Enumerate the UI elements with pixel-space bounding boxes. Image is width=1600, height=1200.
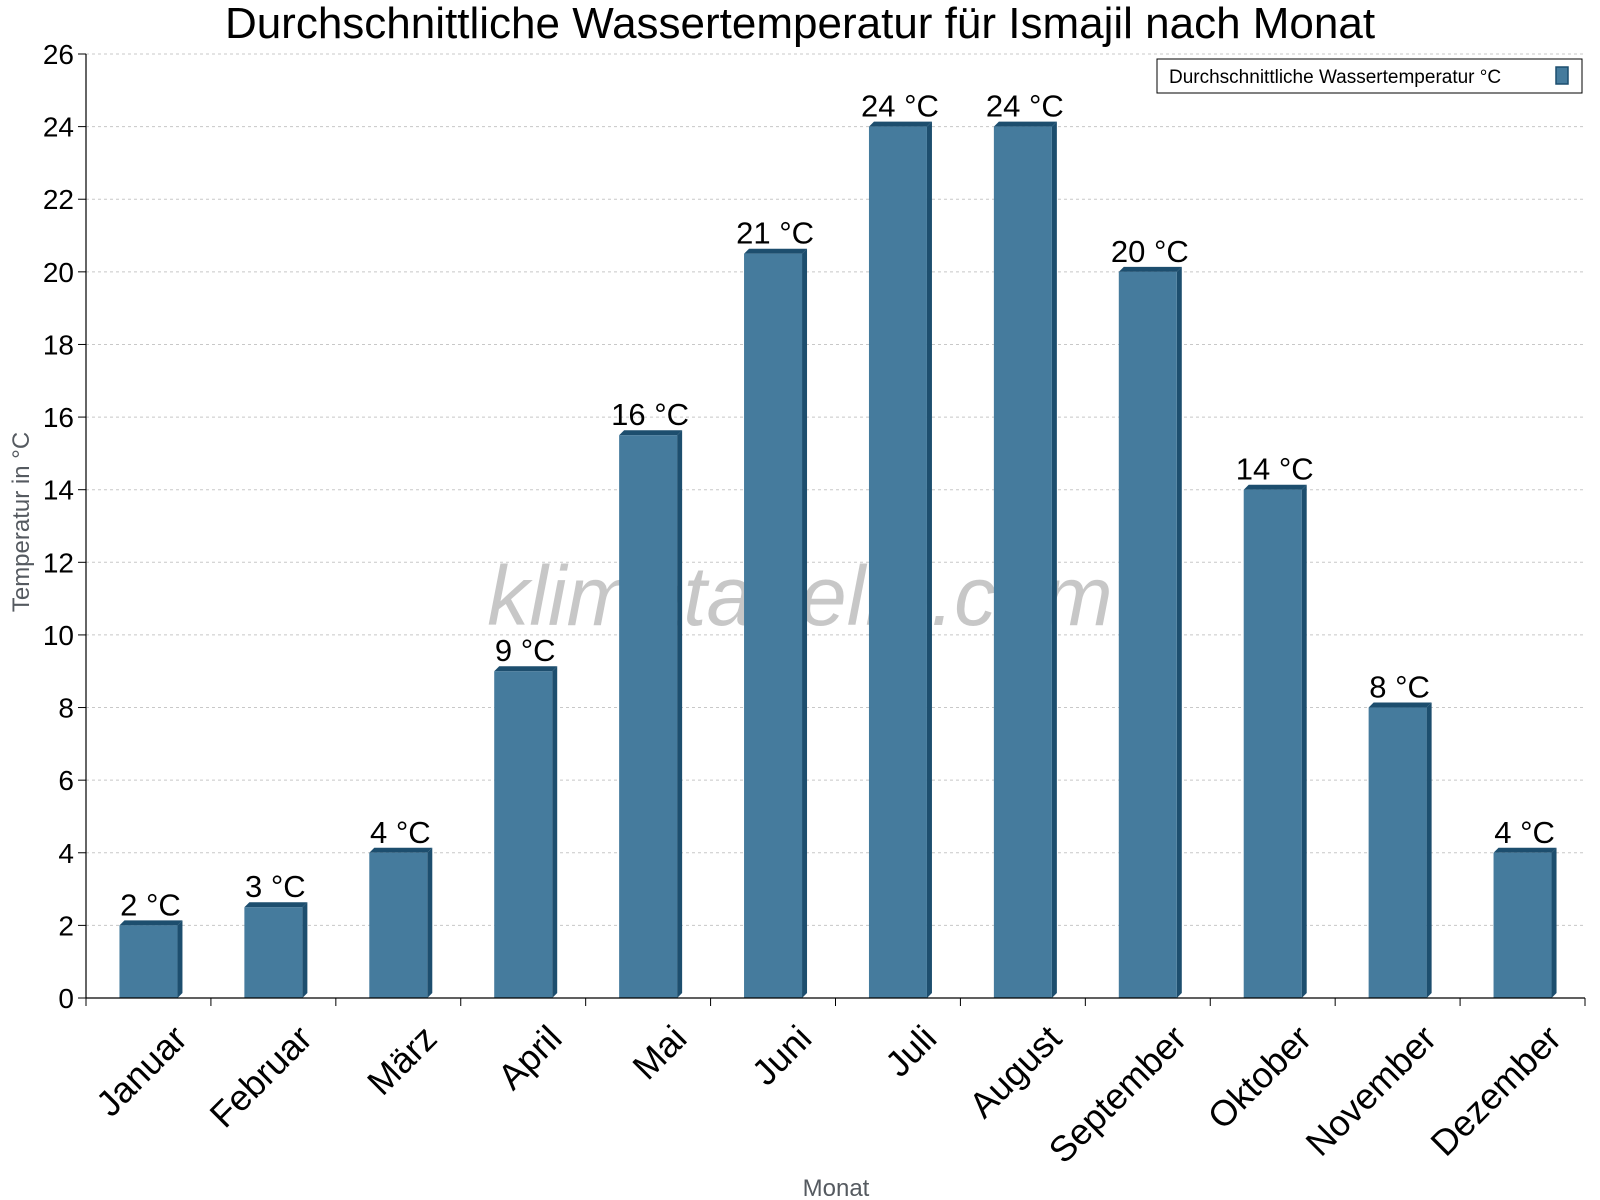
- data-label: 24 °C: [861, 89, 939, 124]
- y-tick-label: 8: [58, 693, 74, 724]
- y-tick-label: 6: [58, 765, 74, 796]
- y-tick-label: 16: [43, 402, 74, 433]
- bar-side: [1176, 266, 1182, 998]
- bar-top: [1243, 484, 1307, 490]
- x-tick-label: Oktober: [1199, 1017, 1319, 1137]
- data-label: 21 °C: [736, 216, 814, 251]
- bar-top: [244, 902, 308, 908]
- bar: [369, 852, 428, 998]
- chart-title: Durchschnittliche Wassertemperatur für I…: [225, 0, 1375, 48]
- bar: [1243, 489, 1302, 998]
- bar-juli: [868, 121, 932, 999]
- bar-mai: [619, 430, 683, 998]
- bar-top: [744, 248, 808, 254]
- y-tick-label: 12: [43, 547, 74, 578]
- x-tick-label: Dezember: [1422, 1017, 1568, 1163]
- legend-swatch: [1555, 66, 1569, 85]
- data-label: 4 °C: [370, 815, 431, 850]
- data-labels: 2 °C 3 °C 4 °C 9 °C 16 °C 21 °C 24 °C 24 °C 20 °…: [120, 89, 1555, 923]
- bar-side: [302, 902, 308, 998]
- bar-top: [993, 121, 1057, 127]
- data-label: 2 °C: [120, 887, 181, 922]
- bar-top: [868, 121, 932, 127]
- data-label: 9 °C: [495, 633, 556, 668]
- bar: [1368, 707, 1427, 998]
- y-tick-label: 10: [43, 620, 74, 651]
- bar: [619, 435, 678, 998]
- y-tick-label: 14: [43, 475, 74, 506]
- bar-januar: [119, 920, 183, 998]
- legend-label: Durchschnittliche Wassertemperatur °C: [1169, 67, 1501, 88]
- bar-top: [369, 847, 433, 853]
- x-tick-label: März: [359, 1017, 445, 1103]
- data-label: 24 °C: [986, 89, 1064, 124]
- bar: [1118, 271, 1177, 998]
- x-tick-label: Mai: [624, 1017, 694, 1087]
- y-tick-label: 0: [58, 983, 74, 1014]
- bar: [244, 907, 303, 998]
- bar-top: [1493, 847, 1557, 853]
- bar-side: [1051, 121, 1057, 999]
- y-tick-label: 24: [43, 112, 74, 143]
- bar: [494, 671, 553, 998]
- x-tick-label: Juni: [744, 1017, 820, 1093]
- bar-side: [802, 248, 808, 998]
- bar-top: [119, 920, 183, 926]
- bar: [119, 925, 178, 998]
- data-label: 4 °C: [1494, 815, 1555, 850]
- bar-top: [619, 430, 683, 436]
- bar-märz: [369, 847, 433, 998]
- data-label: 8 °C: [1369, 670, 1430, 705]
- bar: [993, 126, 1052, 999]
- x-tick-label: November: [1298, 1017, 1444, 1163]
- bar-april: [494, 666, 558, 998]
- bar-september: [1118, 266, 1182, 998]
- x-tick-label: Februar: [202, 1017, 320, 1135]
- legend-box: [1156, 58, 1583, 94]
- legend[interactable]: Durchschnittliche Wassertemperatur °C: [1156, 58, 1583, 94]
- bar-side: [1551, 847, 1557, 998]
- y-tick-label: 26: [43, 39, 74, 70]
- bar-side: [1426, 702, 1432, 998]
- x-tick-label: Juli: [877, 1017, 944, 1084]
- bar-side: [552, 666, 558, 998]
- bar: [744, 253, 803, 998]
- bar-november: [1368, 702, 1432, 998]
- data-label: 3 °C: [245, 869, 306, 904]
- bar-august: [993, 121, 1057, 999]
- y-tick-label: 18: [43, 329, 74, 360]
- bar-top: [494, 666, 558, 672]
- data-label: 16 °C: [611, 397, 689, 432]
- x-tick-label: August: [961, 1017, 1069, 1125]
- bars: [119, 121, 1557, 999]
- bar-side: [677, 430, 683, 998]
- gridlines: [86, 53, 1585, 926]
- bar-side: [926, 121, 932, 999]
- x-axis-label: Monat: [803, 1175, 870, 1200]
- y-tick-label: 4: [58, 838, 74, 869]
- y-tick-label: 2: [58, 910, 74, 941]
- bar-februar: [244, 902, 308, 998]
- data-label: 14 °C: [1236, 452, 1314, 487]
- y-tick-label: 20: [43, 257, 74, 288]
- bar: [1493, 852, 1552, 998]
- bar: [868, 126, 927, 999]
- bar-dezember: [1493, 847, 1557, 998]
- bar-side: [1301, 484, 1307, 998]
- y-tick-label: 22: [43, 184, 74, 215]
- y-axis-label: Temperatur in °C: [8, 432, 35, 612]
- data-label: 20 °C: [1111, 234, 1189, 269]
- x-tick-label: September: [1041, 1017, 1195, 1171]
- bar-top: [1368, 702, 1432, 708]
- bar-side: [177, 920, 183, 998]
- bar-oktober: [1243, 484, 1307, 998]
- bar-juni: [744, 248, 808, 998]
- x-tick-label: April: [490, 1017, 570, 1097]
- x-tick-label: Januar: [88, 1017, 195, 1124]
- bar-side: [427, 847, 433, 998]
- bar-top: [1118, 266, 1182, 272]
